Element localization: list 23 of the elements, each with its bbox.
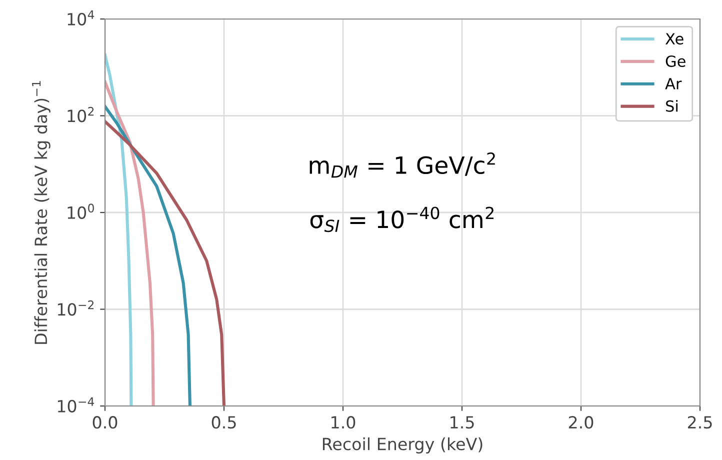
x-tick-label: 1.0 xyxy=(332,416,356,429)
annotation: σ$_{SI}$ = 10$^{−40}$ cm$^{2}$ xyxy=(310,206,494,232)
y-tick-label: 10$^{−2}$ xyxy=(58,300,94,316)
line-series xyxy=(105,120,226,406)
legend-label: Xe xyxy=(665,33,684,45)
y-tick-label: 10$^{0}$ xyxy=(68,204,94,219)
legend-label: Ar xyxy=(665,78,682,90)
y-tick-label: 10$^{4}$ xyxy=(68,10,94,26)
legend-label: Ge xyxy=(666,55,686,67)
y-tick-label: 10$^{−4}$ xyxy=(58,397,94,412)
x-tick-label: 1.5 xyxy=(450,416,474,429)
x-tick-label: 2.5 xyxy=(688,416,712,429)
x-axis-title: Recoil Energy (keV) xyxy=(322,437,482,454)
legend-label: Si xyxy=(666,100,678,112)
y-axis-title: Differential Rate (keV kg day)$^{−1}$ xyxy=(32,81,50,344)
line-series xyxy=(105,80,155,406)
x-tick-label: 2.0 xyxy=(568,416,594,429)
y-tick-label: 10$^{2}$ xyxy=(68,106,94,122)
annotation: m$_{DM}$ = 1 GeV/c$^{2}$ xyxy=(310,152,495,178)
line-series xyxy=(105,105,192,406)
x-tick-label: 0.0 xyxy=(92,416,118,429)
x-tick-label: 0.5 xyxy=(212,416,236,429)
line-series xyxy=(105,53,133,406)
